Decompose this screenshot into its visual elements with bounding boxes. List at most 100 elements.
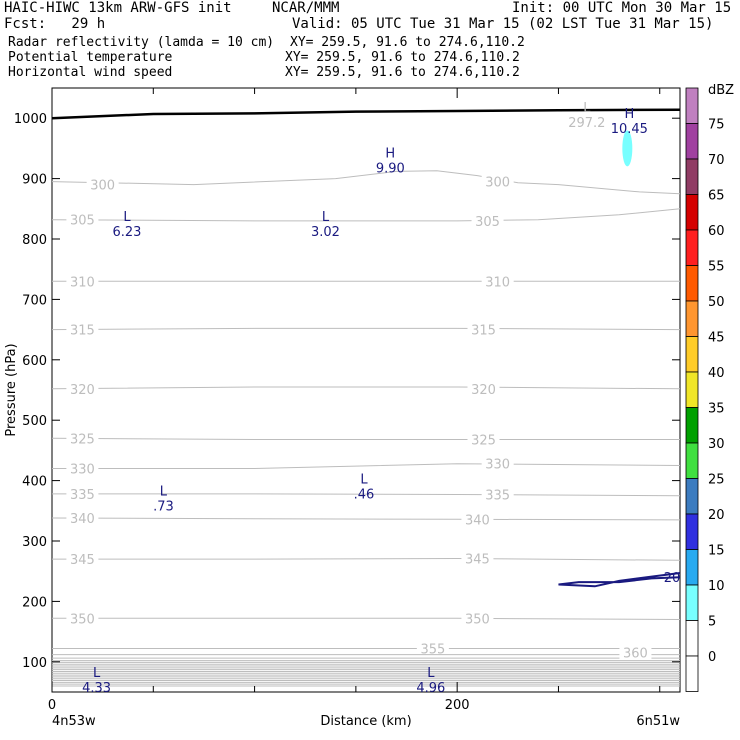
init-time: Init: 00 UTC Mon 30 Mar 15 xyxy=(512,0,732,16)
colorbar-level-label: 15 xyxy=(708,544,725,559)
colorbar-level-label: 45 xyxy=(708,331,725,346)
field-xy-wind: XY= 259.5, 91.6 to 274.6,110.2 xyxy=(285,65,520,80)
colorbar-swatch xyxy=(685,478,699,515)
theta-label-mask xyxy=(467,321,500,337)
wind-extremum-l-letter: L xyxy=(93,666,101,681)
theta-contour-label-315: 315 xyxy=(70,324,95,339)
theta-contour-label-350: 350 xyxy=(465,612,490,627)
wind-extremum-value: 4.96 xyxy=(416,681,445,696)
forecast-hour: Fcst: 29 h xyxy=(4,16,106,32)
theta-contour-label-360: 360 xyxy=(623,647,648,662)
colorbar-swatch xyxy=(685,549,699,586)
y-tick-label: 800 xyxy=(22,233,47,248)
wind-extremum-h-letter: H xyxy=(385,146,395,161)
theta-contour-label-320: 320 xyxy=(471,383,496,398)
theta-contour-label-325: 325 xyxy=(70,432,95,447)
theta-contour-label-340: 340 xyxy=(70,512,95,527)
x-axis-label: Distance (km) xyxy=(320,714,411,729)
colorbar-level-label: 10 xyxy=(708,579,725,594)
theta-contour-label-330: 330 xyxy=(70,463,95,478)
theta-extremum-value: 297.2 xyxy=(568,116,605,131)
y-axis-label: Pressure (hPa) xyxy=(4,343,19,436)
colorbar-swatch xyxy=(685,442,699,479)
theta-label-mask xyxy=(619,644,652,660)
plot-frame xyxy=(51,87,681,693)
theta-contour-335 xyxy=(52,493,681,497)
wind-extremum-l-letter: L xyxy=(160,485,168,500)
wind-contour-label-20: 20 xyxy=(664,571,681,586)
theta-contour-label-310: 310 xyxy=(70,275,95,290)
field-xy-theta: XY= 259.5, 91.6 to 274.6,110.2 xyxy=(285,50,520,65)
wind-extremum-l-letter: L xyxy=(322,210,330,225)
colorbar-level-label: 25 xyxy=(708,473,725,488)
theta-contour-320 xyxy=(51,386,681,390)
colorbar-swatch xyxy=(685,229,699,266)
colorbar-level-label: 30 xyxy=(708,437,725,452)
theta-label-mask xyxy=(66,460,99,476)
theta-contour-300 xyxy=(51,170,681,195)
theta-contour-label-340: 340 xyxy=(465,513,490,528)
colorbar-unit: dBZ xyxy=(708,83,734,98)
wind-extremum-value: 6.23 xyxy=(112,225,141,240)
theta-contour-label-345: 345 xyxy=(70,553,95,568)
theta-label-mask xyxy=(467,380,500,396)
reflectivity-cell xyxy=(622,130,633,167)
theta-contour-label-355: 355 xyxy=(420,643,445,658)
colorbar-swatch xyxy=(685,407,699,444)
theta-label-mask xyxy=(416,640,449,656)
theta-contour-label-325: 325 xyxy=(471,434,496,449)
y-tick-label: 1000 xyxy=(14,112,47,127)
field-xy-reflectivity: XY= 259.5, 91.6 to 274.6,110.2 xyxy=(290,35,525,50)
wind-extremum-value: 10.45 xyxy=(611,122,648,137)
wind-extremum-value: 9.90 xyxy=(376,161,405,176)
wind-extremum-value: .73 xyxy=(153,500,174,515)
colorbar-level-label: 60 xyxy=(708,224,725,239)
y-tick-label: 400 xyxy=(22,475,47,490)
theta-contour-label-320: 320 xyxy=(70,383,95,398)
colorbar-swatch xyxy=(685,371,699,408)
y-tick-label: 700 xyxy=(22,293,47,308)
theta-contour-label-330: 330 xyxy=(485,458,510,473)
colorbar-level-label: 35 xyxy=(708,402,725,417)
y-tick-label: 200 xyxy=(22,595,47,610)
theta-contour-label-300: 300 xyxy=(485,176,510,191)
theta-label-mask xyxy=(467,431,500,447)
theta-contour-305 xyxy=(51,208,681,222)
wind-extremum-value: 4.33 xyxy=(82,681,111,696)
colorbar-level-label: 65 xyxy=(708,189,725,204)
wind-extremum-h-letter: H xyxy=(624,107,634,122)
y-tick-label: 600 xyxy=(22,354,47,369)
y-tick-label: 500 xyxy=(22,414,47,429)
theta-contour-315 xyxy=(51,327,681,331)
theta-contour-345 xyxy=(52,557,681,561)
colorbar-swatch xyxy=(685,336,699,373)
colorbar-swatch xyxy=(685,194,699,231)
theta-label-mask xyxy=(481,455,514,471)
right-endpoint-label: 6n51w xyxy=(636,714,680,729)
wind-extremum-value: 3.02 xyxy=(311,225,340,240)
wind-extremum-l-letter: L xyxy=(360,473,368,488)
theta-contour-label-310: 310 xyxy=(485,275,510,290)
theta-label-mask xyxy=(66,321,99,337)
theta-label-mask xyxy=(86,176,119,192)
theta-label-mask xyxy=(66,485,99,501)
theta-contour-label-305: 305 xyxy=(475,215,500,230)
colorbar-swatch xyxy=(685,300,699,337)
theta-contour-label-315: 315 xyxy=(471,324,496,339)
theta-contour-350 xyxy=(52,617,681,620)
center-label: NCAR/MMM xyxy=(272,0,340,16)
theta-label-mask xyxy=(66,430,99,446)
theta-contour-label-335: 335 xyxy=(485,488,510,503)
wind-contour-20 xyxy=(558,572,681,588)
colorbar-level-label: 55 xyxy=(708,260,725,275)
theta-label-mask xyxy=(461,511,494,527)
y-tick-label: 900 xyxy=(22,173,47,188)
surface-pressure-line xyxy=(51,108,681,120)
theta-contour-330 xyxy=(52,463,681,469)
colorbar-level-label: 40 xyxy=(708,366,725,381)
theta-label-mask xyxy=(66,510,99,526)
theta-label-mask xyxy=(66,380,99,396)
y-tick-label: 100 xyxy=(22,656,47,671)
wind-extremum-l-letter: L xyxy=(427,666,435,681)
